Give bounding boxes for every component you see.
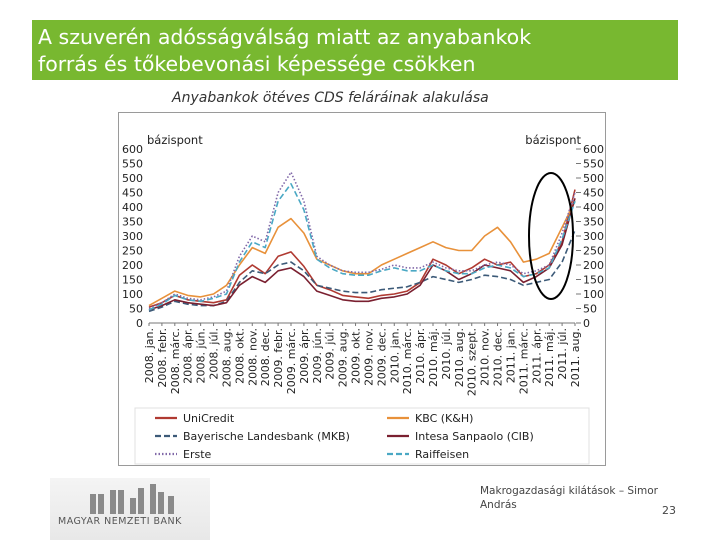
- y-tick-label-right: 400: [583, 201, 604, 214]
- chart-frame: bázispont bázispont 0 0 50 50 100 100 150 150 200 2…: [118, 112, 606, 466]
- highlight-ellipse: [528, 172, 574, 300]
- y-tick-label-left: 350: [122, 216, 143, 229]
- series-line-0: [148, 189, 576, 308]
- y-tick-label-left: 250: [122, 245, 143, 258]
- legend-label: Intesa Sanpaolo (CIB): [415, 430, 534, 443]
- logo-bars-icon: [90, 484, 174, 514]
- y-tick-label-left: 200: [122, 259, 143, 272]
- y-axis-label-left: bázispont: [147, 133, 203, 147]
- x-tick-label: 2008. aug.: [220, 328, 233, 387]
- y-tick-label-left: 0: [136, 317, 143, 330]
- x-tick-label: 2010. márc.: [401, 328, 414, 394]
- x-tick-label: 2011. júl.: [556, 328, 569, 380]
- mnb-logo: MAGYAR NEMZETI BANK: [50, 478, 210, 540]
- legend-label: Bayerische Landesbank (MKB): [183, 430, 350, 443]
- x-tick-label: 2010. aug.: [453, 328, 466, 387]
- x-tick-label: 2009. dec.: [375, 328, 388, 386]
- y-tick-label-left: 100: [122, 288, 143, 301]
- x-tick-label: 2010. máj.: [427, 328, 440, 387]
- y-tick-label-right: 600: [583, 143, 604, 156]
- y-tick-label-left: 500: [122, 172, 143, 185]
- y-tick-label-right: 150: [583, 274, 604, 287]
- y-tick-label-left: 400: [122, 201, 143, 214]
- x-tick-label: 2009. jún.: [311, 328, 324, 383]
- legend-label: KBC (K&H): [415, 412, 473, 425]
- x-tick-label: 2009. márc.: [285, 328, 298, 394]
- legend-label: Erste: [183, 448, 212, 461]
- y-tick-label-left: 600: [122, 143, 143, 156]
- footer-text: Makrogazdasági kilátások – Simor András: [480, 484, 658, 512]
- series-line-1: [148, 200, 576, 307]
- x-tick-label: 2009. júl.: [324, 328, 337, 380]
- series-line-3: [148, 198, 576, 311]
- legend-label: UniCredit: [183, 412, 235, 425]
- y-tick-label-left: 450: [122, 187, 143, 200]
- series-line-4: [148, 171, 576, 310]
- x-tick-label: 2009. febr.: [272, 328, 285, 388]
- y-tick-label-right: 500: [583, 172, 604, 185]
- title-bar: A szuverén adósságválság miatt az anyaba…: [32, 20, 678, 80]
- y-tick-label-right: 250: [583, 245, 604, 258]
- logo-text: MAGYAR NEMZETI BANK: [58, 516, 182, 527]
- x-tick-label: 2008. dec.: [259, 328, 272, 386]
- x-tick-label: 2011. márc.: [517, 328, 530, 394]
- y-tick-label-right: 350: [583, 216, 604, 229]
- y-tick-label-right: 300: [583, 230, 604, 243]
- y-tick-label-right: 0: [583, 317, 590, 330]
- x-tick-label: 2009. ápr.: [298, 328, 311, 384]
- y-tick-label-right: 450: [583, 187, 604, 200]
- y-tick-label-left: 50: [129, 303, 143, 316]
- slide-title-line-1: A szuverén adósságválság miatt az anyaba…: [38, 25, 532, 49]
- page-number: 23: [662, 504, 676, 517]
- footer-line-2: András: [480, 499, 517, 511]
- x-tick-label: 2008. okt.: [233, 328, 246, 384]
- x-tick-label: 2010. júl.: [440, 328, 453, 380]
- x-tick-label: 2010. dec.: [492, 328, 505, 386]
- x-tick-label: 2011. aug.: [569, 328, 582, 387]
- legend-box: [134, 407, 590, 465]
- x-tick-label: 2010. nov.: [479, 328, 492, 386]
- slide-title-line-2: forrás és tőkebevonási képessége csökken: [38, 52, 476, 76]
- x-tick-label: 2008. márc.: [169, 328, 182, 394]
- x-tick-label: 2008. febr.: [156, 328, 169, 388]
- x-tick-label: 2010. jan.: [388, 328, 401, 383]
- series-line-5: [148, 183, 576, 311]
- x-tick-label: 2008. jan.: [143, 328, 156, 383]
- y-tick-label-right: 100: [583, 288, 604, 301]
- footer-line-1: Makrogazdasági kilátások – Simor: [480, 485, 658, 497]
- chart-subtitle: Anyabankok ötéves CDS feláráinak alakulá…: [172, 90, 489, 106]
- legend-label: Raiffeisen: [415, 448, 469, 461]
- y-tick-label-left: 150: [122, 274, 143, 287]
- x-tick-label: 2011. jan.: [504, 328, 517, 383]
- x-tick-label: 2009. aug.: [337, 328, 350, 387]
- y-tick-label-right: 550: [583, 158, 604, 171]
- y-tick-label-left: 300: [122, 230, 143, 243]
- x-tick-label: 2008. ápr.: [182, 328, 195, 384]
- y-tick-label-left: 550: [122, 158, 143, 171]
- x-tick-label: 2008. nov.: [246, 328, 259, 386]
- x-tick-label: 2011. ápr.: [530, 328, 543, 384]
- y-axis-label-right: bázispont: [525, 133, 581, 147]
- x-tick-label: 2009. okt.: [350, 328, 363, 384]
- x-tick-label: 2010. ápr.: [414, 328, 427, 384]
- x-tick-label: 2008. jún.: [195, 328, 208, 383]
- x-tick-label: 2010. szept.: [466, 328, 479, 396]
- y-tick-label-right: 200: [583, 259, 604, 272]
- x-tick-label: 2009. nov.: [362, 328, 375, 386]
- x-tick-label: 2011. máj.: [543, 328, 556, 387]
- y-tick-label-right: 50: [583, 303, 597, 316]
- x-tick-label: 2008. júl.: [208, 328, 221, 380]
